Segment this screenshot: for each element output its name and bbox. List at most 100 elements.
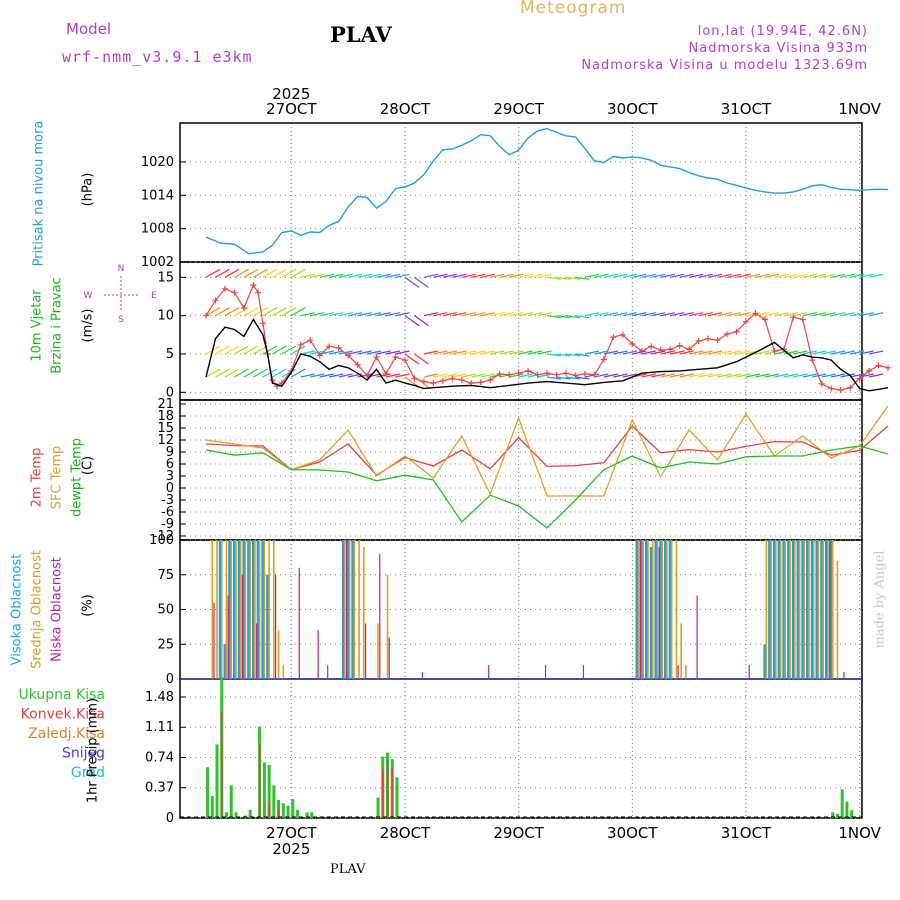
wind-arrow — [575, 376, 590, 380]
wind-arrow — [272, 368, 287, 378]
wind-speed-marker — [837, 387, 844, 394]
wind-arrow — [499, 350, 514, 355]
precip-bar — [210, 795, 214, 818]
wind-arrow — [480, 350, 495, 355]
wind-arrow — [726, 312, 742, 317]
wind-arrow — [546, 376, 562, 380]
wind-arrow — [651, 350, 666, 355]
compass-e: E — [151, 291, 157, 301]
date-label-bottom: 29OCT — [493, 824, 544, 842]
date-label-top: 1NOV — [838, 100, 881, 118]
wind-arrow — [300, 312, 315, 317]
wind-arrow — [215, 307, 230, 317]
altitude-label: Nadmorska Visina 933m — [688, 41, 868, 56]
y-tick-label: 1020 — [141, 155, 174, 170]
wind-arrow — [537, 350, 552, 355]
precip-bar — [224, 812, 228, 818]
wind-speed-marker — [364, 372, 371, 379]
wind-speed-marker — [705, 335, 712, 342]
lonlat-label: lon,lat (19.94E, 42.6N) — [697, 24, 868, 39]
wind-arrow — [726, 373, 742, 378]
wind-arrow — [622, 373, 637, 378]
wind-arrow — [442, 273, 457, 278]
wind-arrow — [357, 273, 372, 278]
wind-arrow — [565, 353, 581, 357]
wind-arrow — [783, 373, 798, 378]
y-tick-label: 0 — [166, 481, 174, 496]
wind-arrow — [802, 373, 817, 378]
wind-speed-marker — [600, 356, 607, 363]
wind-speed-marker — [373, 354, 380, 361]
wind-arrow — [641, 312, 656, 317]
wind-arrow — [698, 373, 713, 378]
wind-arrow — [414, 353, 429, 365]
wind-arrow — [755, 350, 770, 355]
precip-bar — [234, 812, 238, 818]
precip-bar — [268, 801, 270, 818]
y-tick-label: 1.11 — [145, 720, 174, 735]
wind-arrow — [291, 268, 306, 278]
wind-arrow — [821, 350, 836, 355]
wind-speed-marker — [657, 347, 664, 354]
date-label-top: 29OCT — [493, 100, 544, 118]
temp-line-dewpt-temp — [205, 445, 889, 529]
precip-legend-item: Zaledj.Kisa — [28, 726, 105, 742]
wind-speed-marker — [809, 357, 816, 364]
y-tick-label: 12 — [157, 433, 174, 448]
wind-arrow — [707, 373, 723, 378]
wind-arrow — [310, 273, 325, 278]
wind-arrow — [452, 350, 467, 355]
wind-arrow — [755, 273, 770, 278]
wind-arrow — [480, 273, 495, 278]
wind-arrow — [584, 273, 600, 278]
wind-arrow — [812, 350, 827, 355]
footer-station: PLAV — [330, 862, 366, 877]
wind-arrow — [442, 373, 457, 378]
cloud-panel-label-1: Visoka Oblacnost — [9, 553, 25, 666]
wind-arrow — [793, 350, 808, 355]
wind-arrow — [840, 373, 855, 378]
wind-arrow — [594, 312, 609, 317]
wind-speed-marker — [695, 337, 702, 344]
cloud-unit-label: (%) — [80, 594, 96, 617]
wind-arrow — [376, 350, 391, 355]
compass-s: S — [118, 315, 124, 325]
wind-arrow — [234, 368, 249, 378]
wind-speed-marker — [875, 362, 882, 369]
wind-arrow — [423, 350, 439, 355]
wind-arrow — [622, 350, 637, 355]
wind-arrow — [338, 312, 353, 317]
date-label-top: 28OCT — [380, 100, 431, 118]
wind-speed-marker — [411, 375, 418, 382]
wind-arrow — [651, 273, 666, 278]
wind-arrow — [670, 312, 685, 317]
wind-arrow — [707, 350, 723, 355]
wind-speed-marker — [591, 371, 598, 378]
pressure-unit-label: (hPa) — [80, 172, 96, 207]
wind-arrow — [660, 350, 675, 355]
wind-arrow — [726, 350, 742, 355]
wind-arrow — [575, 276, 590, 280]
wind-arrow — [490, 312, 505, 317]
wind-arrow — [310, 312, 325, 317]
wind-arrow — [670, 373, 685, 378]
precip-bar — [267, 764, 271, 818]
wind-arrow — [243, 307, 259, 317]
wind-arrow — [859, 273, 874, 278]
wind-arrow — [546, 353, 562, 357]
wind-arrow — [433, 273, 448, 278]
y-tick-label: 15 — [157, 270, 174, 285]
y-tick-label: 0 — [166, 811, 174, 826]
wind-arrow — [868, 350, 884, 355]
wind-arrow — [556, 353, 571, 357]
precip-bar — [296, 809, 300, 818]
wind-arrow — [831, 350, 846, 355]
wind-arrow — [783, 312, 798, 317]
wind-arrow — [546, 276, 562, 280]
wind-arrow — [366, 312, 382, 317]
wind-arrow — [698, 350, 713, 355]
wind-speed-marker — [458, 377, 465, 384]
y-tick-label: 9 — [166, 445, 174, 460]
wind-speed-marker — [856, 375, 863, 382]
wind-arrow — [281, 307, 297, 317]
